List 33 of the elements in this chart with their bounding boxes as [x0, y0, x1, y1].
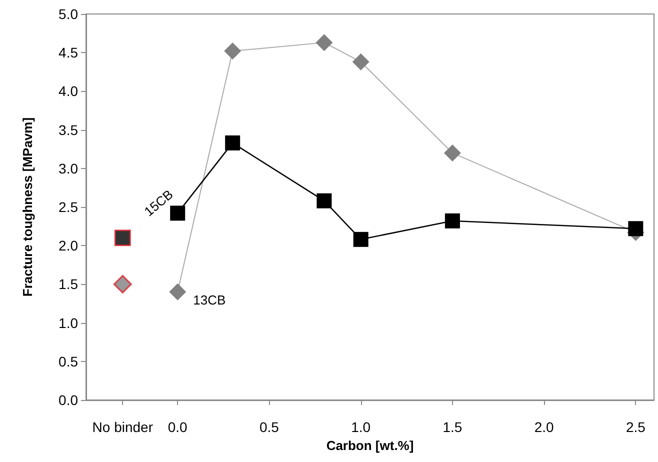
y-tick-label: 4.5	[58, 44, 78, 61]
point	[444, 144, 461, 162]
x-tick-label: No binder	[92, 419, 154, 435]
y-axis-title: Fracture toughness [MPavm]	[20, 117, 35, 297]
point	[114, 230, 131, 246]
y-tick-label: 2.5	[58, 199, 78, 215]
y-tick-label: 0.0	[58, 392, 78, 408]
x-tick-label: 1.5	[442, 419, 462, 435]
point	[224, 42, 242, 60]
point	[628, 221, 644, 236]
y-tick-label: 0.5	[58, 353, 78, 370]
point	[316, 193, 332, 208]
y-tick-label: 5.0	[58, 6, 78, 22]
series-label: 13CB	[193, 292, 226, 308]
y-tick-label: 4.0	[58, 83, 78, 100]
point	[225, 135, 240, 150]
point	[352, 53, 370, 70]
point	[113, 274, 132, 294]
y-tick-label: 3.0	[58, 160, 78, 176]
x-axis-title: Carbon [wt.%]	[326, 438, 414, 453]
y-tick-label: 2.0	[58, 238, 78, 254]
x-tick-label: 0.5	[259, 419, 280, 435]
x-tick-label: 2.0	[534, 419, 554, 435]
x-tick-label: 1.0	[351, 419, 371, 435]
y-tick-label: 3.5	[58, 122, 78, 138]
point	[169, 283, 186, 300]
point	[444, 213, 460, 228]
x-tick-label: 0.0	[168, 419, 188, 435]
point	[316, 34, 333, 52]
point	[353, 232, 368, 247]
y-tick-label: 1.5	[58, 276, 78, 292]
y-tick-label: 1.0	[58, 314, 78, 331]
x-tick-label: 2.5	[626, 419, 646, 435]
